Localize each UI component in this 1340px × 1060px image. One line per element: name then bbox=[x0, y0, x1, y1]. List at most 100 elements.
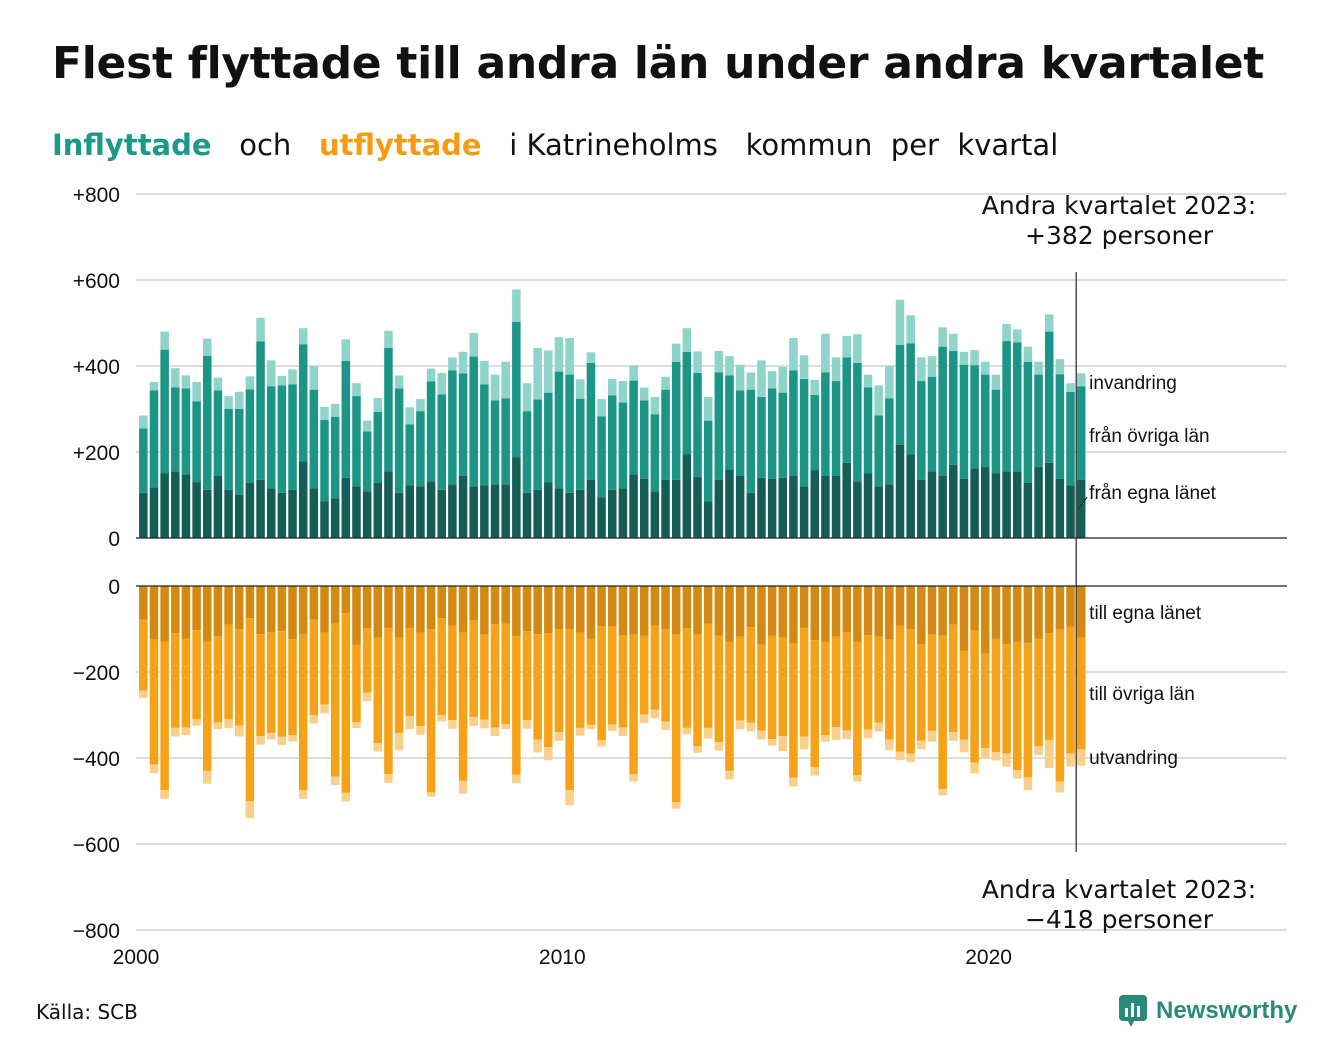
bar-top-segment bbox=[1023, 346, 1033, 362]
bar-top-segment bbox=[1012, 471, 1022, 538]
bar-top-segment bbox=[1023, 482, 1033, 538]
bar-bottom-segment bbox=[661, 629, 670, 722]
segment-label-top: invandring bbox=[1089, 373, 1177, 394]
bar-top-segment bbox=[629, 380, 638, 475]
bar-bottom-segment bbox=[501, 724, 510, 730]
bar-bottom-segment bbox=[874, 722, 883, 732]
bar-top-segment bbox=[469, 486, 478, 538]
bar-bottom-segment bbox=[789, 777, 798, 787]
bar-bottom-segment bbox=[533, 586, 542, 635]
bar-bottom-segment bbox=[330, 623, 340, 777]
bar-top-segment bbox=[607, 395, 617, 490]
bar-top-segment bbox=[512, 457, 521, 538]
bar-top-segment bbox=[757, 360, 766, 397]
newsworthy-logo[interactable]: Newsworthy bbox=[1118, 994, 1297, 1028]
bar-bottom-segment bbox=[778, 736, 788, 752]
bar-top-segment bbox=[266, 360, 276, 387]
bar-top-segment bbox=[959, 351, 969, 365]
bar-bottom-segment bbox=[373, 637, 383, 743]
bar-bottom-segment bbox=[256, 586, 265, 635]
bar-top-segment bbox=[213, 475, 223, 538]
bar-bottom-segment bbox=[917, 586, 926, 645]
bar-bottom-segment bbox=[863, 635, 873, 730]
bar-bottom-segment bbox=[1044, 633, 1054, 740]
chart-title: Flest flyttade till andra län under andr… bbox=[52, 38, 1265, 89]
bar-top-segment bbox=[597, 399, 606, 417]
bar-top-segment bbox=[981, 374, 990, 468]
bar-top-segment bbox=[181, 474, 191, 538]
bar-bottom-segment bbox=[853, 641, 862, 776]
y-tick-label-top: +200 bbox=[73, 442, 120, 465]
bar-top-segment bbox=[629, 365, 638, 381]
bar-bottom-segment bbox=[362, 692, 372, 702]
bar-bottom-segment bbox=[938, 788, 947, 796]
y-tick-label-bottom: −200 bbox=[73, 662, 120, 685]
bar-bottom-segment bbox=[927, 730, 937, 742]
x-tick-label: 2010 bbox=[539, 946, 586, 969]
bar-top-segment bbox=[1034, 374, 1043, 468]
bar-top-segment bbox=[405, 485, 415, 538]
bar-top-segment bbox=[320, 501, 329, 538]
bar-bottom-segment bbox=[1023, 643, 1033, 778]
bar-top-segment bbox=[863, 473, 873, 538]
bar-bottom-segment bbox=[735, 636, 745, 721]
bar-top-segment bbox=[693, 476, 702, 538]
bar-top-segment bbox=[512, 321, 521, 458]
bar-bottom-segment bbox=[341, 792, 351, 802]
bar-top-segment bbox=[171, 387, 180, 472]
bar-top-segment bbox=[576, 398, 585, 490]
bar-bottom-segment bbox=[480, 634, 489, 720]
bar-top-segment bbox=[416, 411, 425, 487]
newsworthy-logo-text: Newsworthy bbox=[1156, 997, 1298, 1024]
bar-top-segment bbox=[650, 491, 660, 538]
bar-bottom-segment bbox=[671, 634, 681, 803]
bar-top-segment bbox=[426, 368, 436, 382]
bar-bottom-segment bbox=[607, 724, 617, 731]
bar-bottom-segment bbox=[874, 636, 883, 723]
bar-top-segment bbox=[778, 392, 788, 478]
bar-bottom-segment bbox=[597, 586, 606, 626]
bar-bottom-segment bbox=[714, 742, 724, 751]
bar-bottom-segment bbox=[181, 727, 191, 736]
bar-top-segment bbox=[203, 489, 212, 538]
bar-bottom-segment bbox=[1023, 586, 1033, 644]
bar-top-segment bbox=[469, 332, 478, 357]
bar-bottom-segment bbox=[245, 801, 255, 819]
bar-top-segment bbox=[863, 374, 873, 388]
bar-bottom-segment bbox=[309, 619, 319, 715]
bar-bottom-segment bbox=[320, 632, 329, 705]
bar-top-segment bbox=[565, 492, 574, 538]
bar-top-segment bbox=[906, 315, 915, 344]
bar-top-segment bbox=[959, 478, 969, 538]
subtitle-per: per bbox=[890, 128, 939, 162]
bar-top-segment bbox=[906, 454, 915, 538]
bar-bottom-segment bbox=[885, 586, 894, 640]
bar-bottom-segment bbox=[767, 739, 777, 746]
bar-top-segment bbox=[693, 372, 702, 477]
bar-top-segment bbox=[927, 376, 937, 472]
bar-top-segment bbox=[234, 409, 244, 495]
bar-bottom-segment bbox=[139, 690, 148, 698]
bar-bottom-segment bbox=[586, 638, 596, 725]
bar-top-segment bbox=[895, 299, 905, 345]
bar-bottom-segment bbox=[778, 586, 788, 638]
bar-bottom-segment bbox=[437, 618, 446, 715]
bar-bottom-segment bbox=[352, 722, 361, 728]
bar-top-segment bbox=[490, 484, 500, 538]
bar-top-segment bbox=[448, 484, 457, 538]
bar-bottom-segment bbox=[1002, 644, 1011, 754]
bar-top-segment bbox=[437, 489, 446, 538]
bar-bottom-segment bbox=[1034, 746, 1043, 755]
bar-top-segment bbox=[330, 498, 340, 538]
bar-bottom-segment bbox=[650, 586, 660, 626]
bar-bottom-segment bbox=[522, 720, 532, 729]
bar-bottom-segment bbox=[863, 586, 873, 636]
bar-top-segment bbox=[1055, 359, 1065, 375]
bar-bottom-segment bbox=[224, 624, 233, 720]
bar-bottom-segment bbox=[1055, 781, 1065, 793]
bar-top-segment bbox=[810, 379, 820, 395]
bar-bottom-segment bbox=[831, 586, 841, 637]
bar-bottom-segment bbox=[469, 620, 478, 718]
bar-top-segment bbox=[639, 478, 649, 538]
bar-top-segment bbox=[160, 349, 169, 474]
